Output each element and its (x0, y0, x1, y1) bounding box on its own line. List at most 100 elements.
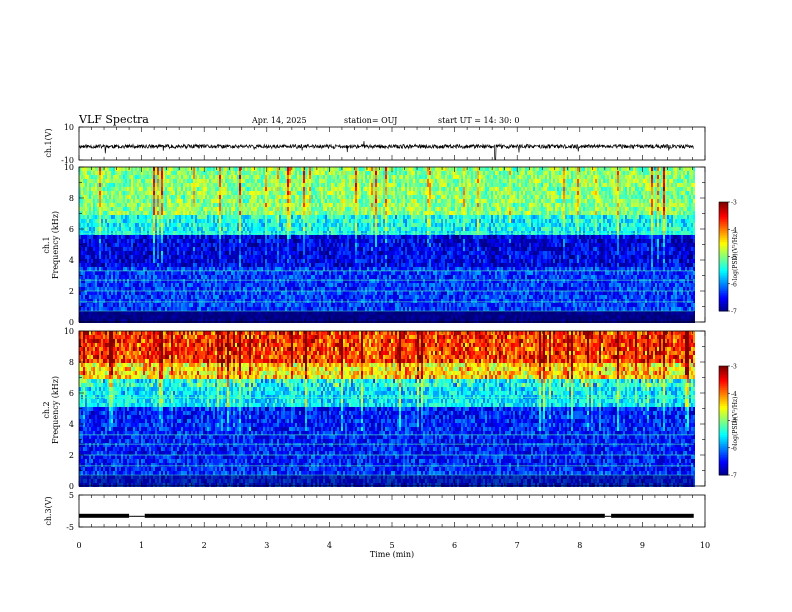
spectrogram-cell (109, 183, 111, 187)
spectrogram-cell (121, 239, 123, 243)
spectrogram-cell (131, 303, 133, 307)
spectrogram-cell (317, 275, 319, 279)
spectrogram-cell (283, 215, 285, 219)
spectrogram-cell (229, 259, 231, 263)
spectrogram-cell (169, 239, 171, 243)
spectrogram-cell (143, 307, 145, 311)
spectrogram-cell (175, 279, 177, 283)
spectrogram-cell (317, 215, 319, 219)
spectrogram-cell (327, 279, 329, 283)
spectrogram-cell (157, 207, 159, 211)
spectrogram-cell (301, 231, 303, 235)
spectrogram-cell (175, 303, 177, 307)
spectrogram-cell (171, 283, 173, 287)
spectrogram-cell (275, 283, 277, 287)
spectrogram-cell (263, 175, 265, 179)
spectrogram-cell (181, 235, 183, 239)
spectrogram-cell (91, 259, 93, 263)
spectrogram-cell (309, 307, 311, 311)
spectrogram-cell (285, 239, 287, 243)
spectrogram-cell (301, 199, 303, 203)
spectrogram-cell (317, 203, 319, 207)
spectrogram-cell (257, 283, 259, 287)
spectrogram-cell (111, 235, 113, 239)
spectrogram-cell (193, 283, 195, 287)
spectrogram-cell (95, 247, 97, 251)
spectrogram-cell (173, 167, 175, 171)
spectrogram-cell (161, 167, 163, 171)
spectrogram-cell (183, 259, 185, 263)
spectrogram-cell (81, 235, 83, 239)
spectrogram-cell (309, 171, 311, 175)
spectrogram-cell (243, 171, 245, 175)
spectrogram-cell (209, 287, 211, 291)
spectrogram-cell (213, 183, 215, 187)
spectrogram-cell (133, 299, 135, 303)
spectrogram-cell (237, 267, 239, 271)
spectrogram-cell (263, 291, 265, 295)
spectrogram-cell (317, 199, 319, 203)
spectrogram-cell (313, 219, 315, 223)
spectrogram-cell (303, 207, 305, 211)
spectrogram-cell (235, 235, 237, 239)
spectrogram-cell (209, 299, 211, 303)
spectrogram-cell (277, 231, 279, 235)
spectrogram-cell (249, 235, 251, 239)
spectrogram-cell (281, 295, 283, 299)
spectrogram-cell (231, 211, 233, 215)
spectrogram-cell (265, 247, 267, 251)
spectrogram-cell (197, 231, 199, 235)
spectrogram-cell (127, 239, 129, 243)
spectrogram-cell (95, 187, 97, 191)
spectrogram-cell (325, 243, 327, 247)
spectrogram-cell (117, 271, 119, 275)
spectrogram-cell (295, 283, 297, 287)
spectrogram-cell (177, 219, 179, 223)
spectrogram-cell (159, 291, 161, 295)
spectrogram-cell (169, 207, 171, 211)
spectrogram-cell (103, 183, 105, 187)
spectrogram-cell (287, 219, 289, 223)
spectrogram-cell (109, 307, 111, 311)
spectrogram-cell (255, 267, 257, 271)
spectrogram-cell (97, 287, 99, 291)
spectrogram-cell (175, 307, 177, 311)
spectrogram-cell (203, 227, 205, 231)
spectrogram-cell (175, 275, 177, 279)
spectrogram-cell (241, 263, 243, 267)
spectrogram-cell (141, 179, 143, 183)
spectrogram-cell (111, 231, 113, 235)
spectrogram-cell (119, 283, 121, 287)
spectrogram-cell (317, 247, 319, 251)
spectrogram-cell (101, 203, 103, 207)
spectrogram-cell (133, 179, 135, 183)
spectrogram-cell (187, 199, 189, 203)
spectrogram-cell (105, 303, 107, 307)
spectrogram-cell (269, 283, 271, 287)
spectrogram-cell (261, 183, 263, 187)
spectrogram-cell (305, 287, 307, 291)
spectrogram-cell (267, 203, 269, 207)
spectrogram-cell (297, 275, 299, 279)
spectrogram-cell (297, 175, 299, 179)
spectrogram-cell (305, 263, 307, 267)
spectrogram-cell (305, 271, 307, 275)
spectrogram-cell (107, 307, 109, 311)
spectrogram-cell (285, 183, 287, 187)
spectrogram-cell (231, 307, 233, 311)
spectrogram-cell (321, 263, 323, 267)
spectrogram-cell (87, 239, 89, 243)
spectrogram-cell (131, 255, 133, 259)
spectrogram-cell (149, 191, 151, 195)
spectrogram-cell (93, 307, 95, 311)
spectrogram-cell (269, 235, 271, 239)
spectrogram-cell (145, 275, 147, 279)
spectrogram-cell (317, 283, 319, 287)
spectrogram-cell (269, 267, 271, 271)
spectrogram-cell (195, 215, 197, 219)
spectrogram-cell (143, 239, 145, 243)
spectrogram-cell (133, 287, 135, 291)
spectrogram-cell (215, 235, 217, 239)
spectrogram-cell (259, 287, 261, 291)
spectrogram-cell (95, 299, 97, 303)
